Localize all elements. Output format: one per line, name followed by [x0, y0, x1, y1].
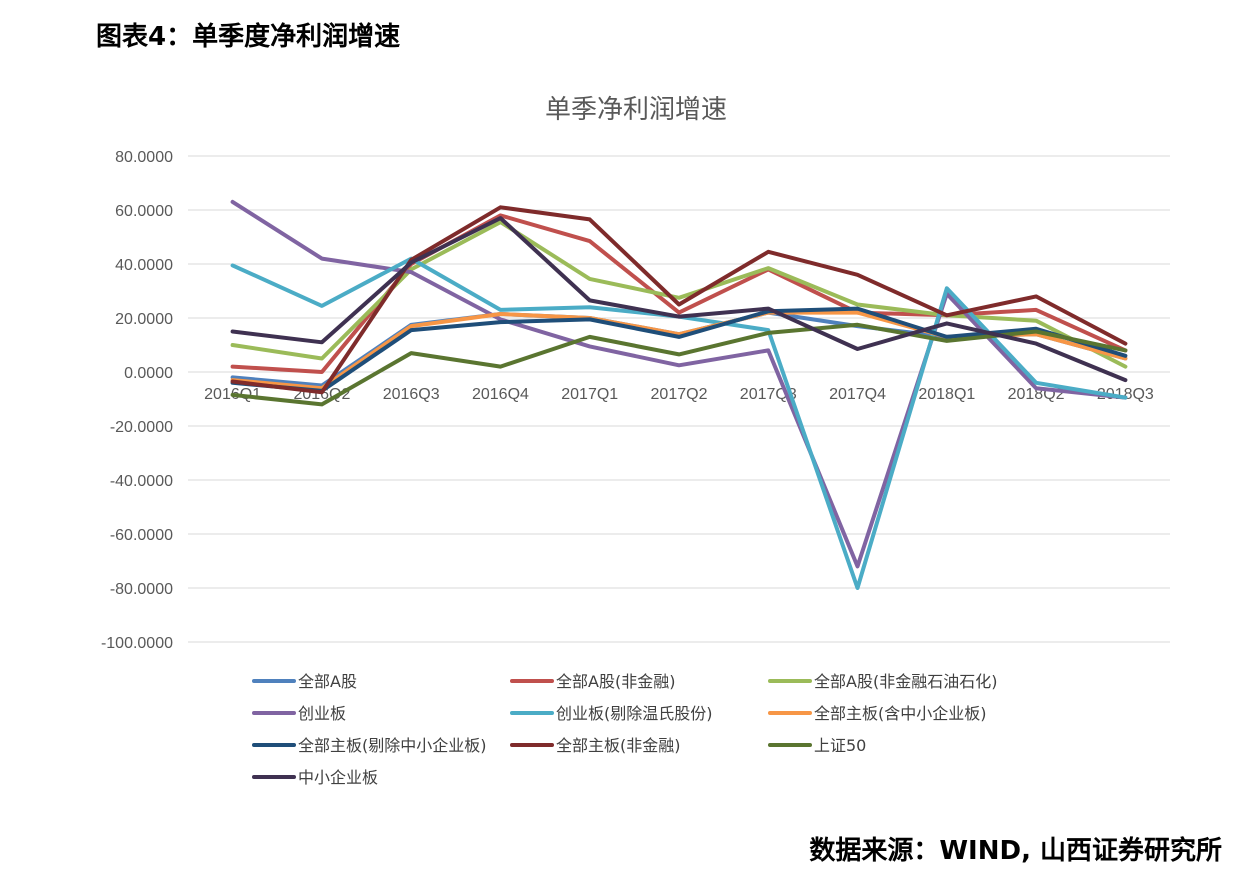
y-tick-label: 0.0000	[124, 365, 173, 382]
legend-item: 创业板	[252, 704, 346, 723]
legend-item: 全部A股(非金融石油石化)	[768, 672, 997, 691]
series-line	[230, 205, 1128, 395]
y-tick-label: 20.0000	[115, 311, 173, 328]
y-tick-label: 40.0000	[115, 257, 173, 274]
legend-label: 中小企业板	[298, 768, 378, 787]
series-line	[230, 199, 1128, 569]
legend-label: 全部主板(含中小企业板)	[814, 704, 987, 723]
y-tick-label: 60.0000	[115, 203, 173, 220]
y-tick-label: -80.0000	[110, 581, 173, 598]
chart-title: 单季净利润增速	[545, 95, 727, 125]
x-tick-label: 2016Q4	[472, 386, 529, 403]
series-lines	[230, 199, 1128, 590]
legend-item: 全部主板(非金融)	[510, 736, 681, 755]
y-tick-label: -60.0000	[110, 527, 173, 544]
legend-label: 上证50	[814, 736, 866, 755]
y-axis-labels: 80.0000 60.0000 40.0000 20.0000 0.0000 -20.00…	[101, 149, 173, 652]
series-line	[230, 256, 1128, 590]
data-source: 数据来源：WIND, 山西证券研究所	[809, 836, 1222, 866]
x-tick-label: 2017Q2	[651, 386, 708, 403]
x-tick-label: 2017Q1	[561, 386, 618, 403]
legend-label: 全部A股	[298, 672, 357, 691]
y-tick-label: -100.0000	[101, 635, 173, 652]
legend: 全部A股 全部A股(非金融) 全部A股(非金融石油石化) 创业板 创业板(剔除温氏股份)…	[252, 672, 997, 787]
legend-label: 全部主板(非金融)	[556, 736, 681, 755]
legend-item: 中小企业板	[252, 768, 378, 787]
x-tick-label: 2017Q3	[740, 386, 797, 403]
x-tick-label: 2018Q1	[918, 386, 975, 403]
legend-item: 全部A股(非金融)	[510, 672, 675, 691]
series-line	[230, 306, 1128, 393]
legend-label: 全部主板(剔除中小企业板)	[298, 736, 487, 755]
legend-label: 全部A股(非金融)	[556, 672, 675, 691]
legend-item: 上证50	[768, 736, 866, 755]
series-line	[230, 322, 1128, 407]
legend-label: 全部A股(非金融石油石化)	[814, 672, 997, 691]
x-tick-label: 2016Q3	[383, 386, 440, 403]
legend-label: 创业板	[298, 704, 346, 723]
y-tick-label: -20.0000	[110, 419, 173, 436]
legend-item: 创业板(剔除温氏股份)	[510, 704, 713, 723]
figure-title: 图表4：单季度净利润增速	[96, 22, 401, 52]
legend-label: 创业板(剔除温氏股份)	[556, 704, 713, 723]
series-line	[230, 213, 1128, 374]
y-tick-label: -40.0000	[110, 473, 173, 490]
x-tick-label: 2018Q3	[1097, 386, 1154, 403]
series-line	[230, 220, 1128, 369]
legend-item: 全部主板(含中小企业板)	[768, 704, 987, 723]
x-tick-label: 2017Q4	[829, 386, 886, 403]
y-tick-label: 80.0000	[115, 149, 173, 166]
series-line	[230, 216, 1128, 383]
legend-item: 全部A股	[252, 672, 357, 691]
legend-item: 全部主板(剔除中小企业板)	[252, 736, 487, 755]
